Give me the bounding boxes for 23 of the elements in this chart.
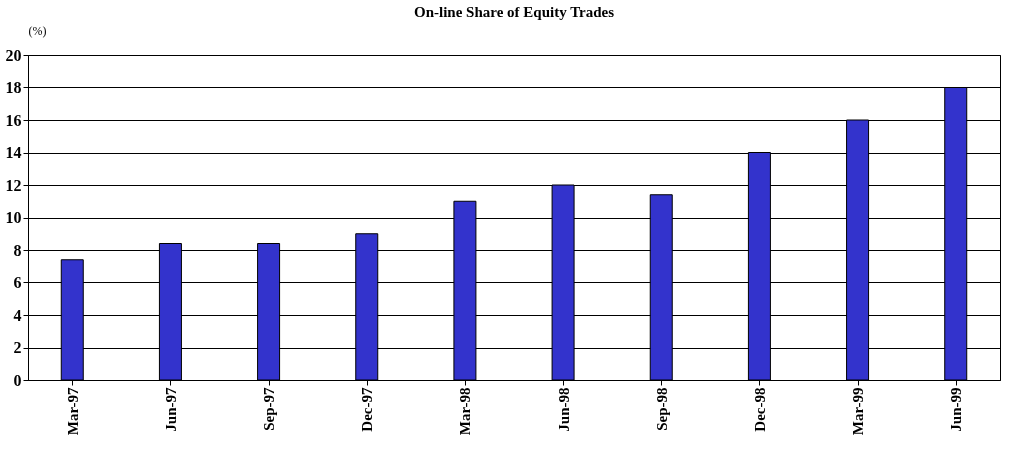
x-tick-label: Mar-97	[64, 387, 81, 436]
x-tick-label: Mar-98	[457, 387, 474, 436]
x-tick-label: Jun-98	[555, 387, 572, 432]
y-axis-title: (%)	[28, 23, 47, 38]
y-tick-label: 8	[13, 241, 22, 259]
y-tick-label: 10	[5, 209, 22, 226]
x-tick-label: Jun-97	[162, 387, 179, 432]
x-tick-label: Dec-97	[359, 387, 376, 432]
x-tick-label: Sep-97	[261, 387, 278, 431]
chart-title: On-line Share of Equity Trades	[413, 4, 615, 20]
x-tick-label: Sep-98	[653, 387, 670, 431]
x-tick-label: Dec-98	[751, 387, 768, 432]
y-tick-label: 0	[13, 371, 22, 389]
y-tick-label: 6	[13, 274, 22, 291]
y-tick-label: 4	[13, 306, 22, 324]
y-tick-label: 18	[5, 79, 22, 96]
y-tick-label: 2	[13, 339, 22, 356]
y-tick-label: 14	[5, 144, 22, 161]
x-tick-label: Jun-99	[948, 387, 965, 432]
y-tick-label: 20	[5, 46, 22, 64]
y-tick-label: 16	[5, 111, 22, 129]
y-tick-label: 12	[5, 176, 22, 194]
x-tick-label: Mar-99	[850, 387, 867, 436]
